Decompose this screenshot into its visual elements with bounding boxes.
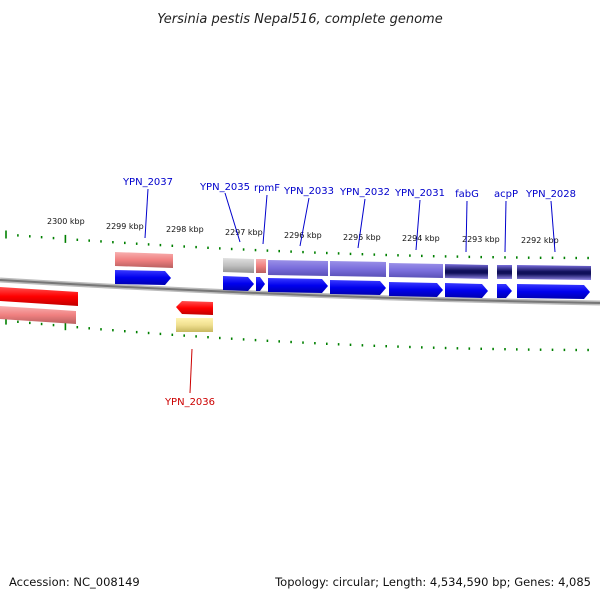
gene-product-ypn-2031[interactable] xyxy=(389,263,443,278)
gene-feature-ypn-2032[interactable] xyxy=(330,280,386,295)
gene-feature-ypn-2033[interactable] xyxy=(268,278,328,293)
tick-label: 2300 kbp xyxy=(47,217,85,226)
gene-label-ypn-2031[interactable]: YPN_2031 xyxy=(394,188,445,199)
gene-product-ypn-2032[interactable] xyxy=(330,261,386,277)
gene-labels: YPN_2037 YPN_2035 rpmF YPN_2033 YPN_2032… xyxy=(122,177,576,408)
gene-product-ypn-2035[interactable] xyxy=(223,258,254,273)
gene-feature-ypn-2035[interactable] xyxy=(223,276,254,291)
minus-strand-features xyxy=(0,287,213,332)
gene-product-acpp[interactable] xyxy=(497,265,512,279)
gene-feature-ypn-2037[interactable] xyxy=(115,270,171,285)
accession-text: Accession: NC_008149 xyxy=(9,575,140,589)
gene-label-ypn-2032[interactable]: YPN_2032 xyxy=(339,187,390,198)
plus-strand-products xyxy=(115,252,591,280)
tick-label: 2293 kbp xyxy=(462,235,500,244)
gene-label-ypn-2028[interactable]: YPN_2028 xyxy=(525,189,576,200)
gene-feature-fabg[interactable] xyxy=(445,283,488,298)
gene-label-rpmf[interactable]: rpmF xyxy=(254,183,280,194)
tick-label: 2292 kbp xyxy=(521,236,559,245)
gene-feature-acpp[interactable] xyxy=(497,284,512,298)
gene-feature-ypn-2036[interactable] xyxy=(176,301,213,315)
tick-label: 2299 kbp xyxy=(106,222,144,231)
tick-label: 2294 kbp xyxy=(402,234,440,243)
gene-feature-left-edge[interactable] xyxy=(0,287,78,306)
plus-strand-features xyxy=(115,270,590,299)
gene-product-ypn-2037[interactable] xyxy=(115,252,173,268)
gene-product-ypn-2036[interactable] xyxy=(176,318,213,332)
gene-product-ypn-2028[interactable] xyxy=(517,265,591,280)
genome-backbone xyxy=(0,277,600,306)
gene-product-ypn-2033[interactable] xyxy=(268,260,328,276)
scale-ticks xyxy=(5,230,589,352)
gene-feature-rpmf[interactable] xyxy=(256,277,265,291)
map-title: Yersinia pestis Nepal516, complete genom… xyxy=(157,12,442,27)
gene-label-ypn-2035[interactable]: YPN_2035 xyxy=(199,182,250,193)
genome-summary-text: Topology: circular; Length: 4,534,590 bp… xyxy=(274,575,591,589)
gene-product-fabg[interactable] xyxy=(445,264,488,279)
gene-feature-ypn-2028[interactable] xyxy=(517,284,590,299)
gene-label-ypn-2033[interactable]: YPN_2033 xyxy=(283,186,334,197)
tick-label: 2297 kbp xyxy=(225,228,263,237)
tick-label: 2298 kbp xyxy=(166,225,204,234)
tick-label: 2295 kbp xyxy=(343,233,381,242)
scale-tick-labels: 2300 kbp 2299 kbp 2298 kbp 2297 kbp 2296… xyxy=(47,217,559,245)
gene-label-ypn-2036[interactable]: YPN_2036 xyxy=(164,397,215,408)
gene-feature-ypn-2031[interactable] xyxy=(389,282,443,297)
gene-label-ypn-2037[interactable]: YPN_2037 xyxy=(122,177,173,188)
gene-feature-left-edge-product[interactable] xyxy=(0,306,76,324)
gene-product-rpmf[interactable] xyxy=(256,259,266,273)
gene-label-fabg[interactable]: fabG xyxy=(455,189,479,200)
tick-label: 2296 kbp xyxy=(284,231,322,240)
gene-label-acpp[interactable]: acpP xyxy=(494,189,518,200)
